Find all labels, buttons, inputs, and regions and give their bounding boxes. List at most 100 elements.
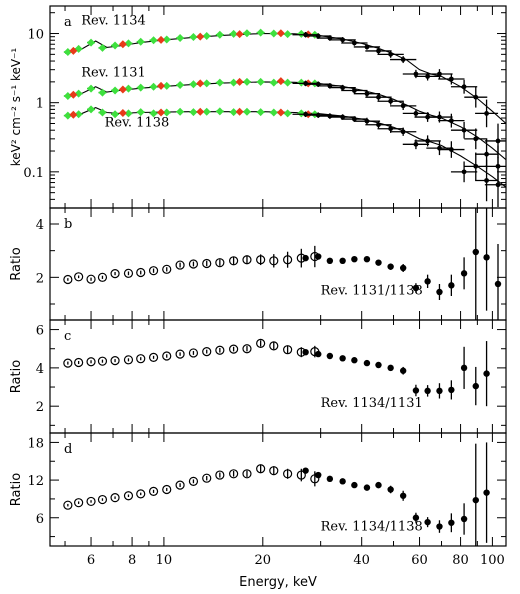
ratio-open-point (86, 274, 96, 284)
red-point (69, 90, 78, 99)
ratio-open-point (110, 356, 120, 366)
ratio-filled-point (412, 514, 420, 521)
green-point (87, 84, 96, 93)
ratio-open-point (283, 469, 293, 479)
y-axis-title: Ratio (9, 360, 24, 393)
x-tick-label: 60 (411, 553, 428, 568)
ratio-filled-point (315, 253, 322, 260)
ratio-filled-point (483, 489, 490, 496)
green-point (202, 32, 211, 41)
green-point (297, 109, 306, 118)
ratio-filled-point (424, 278, 431, 285)
series-label: Rev. 1131 (81, 65, 146, 80)
ratio-filled-point (363, 256, 371, 263)
black-point (425, 138, 431, 144)
red-point (276, 108, 285, 117)
ratio-open-point (188, 476, 199, 486)
series-rev-1134 (63, 28, 506, 159)
green-point (111, 86, 120, 95)
red-point (69, 110, 78, 119)
ratio-open-point (63, 274, 73, 285)
ratio-open-point (136, 489, 146, 499)
green-point (202, 107, 211, 116)
green-point (269, 78, 278, 87)
ratio-open-point (215, 258, 225, 268)
green-point (176, 34, 185, 43)
black-point (437, 71, 442, 77)
ratio-filled-point (326, 475, 334, 483)
ratio-open-point (162, 264, 172, 274)
black-point (448, 118, 454, 124)
ratio-open-point (148, 486, 159, 496)
ratio-filled-point (339, 355, 346, 362)
ratio-filled-point (436, 387, 443, 395)
black-point (448, 147, 454, 152)
x-tick-label: 6 (87, 553, 95, 568)
y-tick-label: 0.1 (23, 166, 44, 181)
green-point (215, 78, 224, 87)
ratio-open-point (269, 466, 279, 476)
green-point (242, 77, 251, 86)
green-point (111, 41, 120, 50)
black-point (315, 33, 321, 39)
red-point (118, 40, 127, 49)
black-point (388, 126, 394, 132)
ratio-open-point (136, 267, 146, 278)
ratio-filled-point (424, 387, 431, 395)
y-tick-label: 6 (36, 324, 44, 339)
panel-letter: a (64, 15, 72, 30)
panel-frame (49, 319, 507, 434)
black-point (437, 114, 442, 120)
x-tick-label: 8 (128, 553, 136, 568)
x-tick-label: 100 (480, 553, 505, 568)
ratio-filled-point (399, 367, 407, 374)
red-point (157, 81, 166, 90)
ratio-open-point (242, 344, 252, 354)
ratio-open-point (123, 268, 134, 278)
red-point (69, 46, 78, 55)
ratio-open-point (269, 341, 279, 351)
ratio-filled-point (436, 288, 443, 296)
ratio-filled-point (351, 256, 358, 263)
black-point (461, 127, 467, 133)
ratio-open-point (162, 351, 172, 361)
ratio-filled-point (302, 254, 309, 262)
ratio-filled-point (494, 280, 502, 288)
green-point (283, 109, 292, 118)
ratio-open-point (74, 357, 84, 368)
black-point (364, 118, 370, 124)
x-tick-label: 20 (255, 553, 272, 568)
black-point (340, 37, 346, 43)
ratio-open-point (175, 260, 185, 270)
green-point (215, 107, 224, 116)
ratio-open-point (202, 347, 212, 357)
black-point (303, 81, 309, 86)
ratio-filled-point (412, 284, 420, 292)
green-point (256, 108, 265, 117)
green-point (242, 107, 251, 116)
ratio-filled-point (302, 467, 309, 474)
ratio-filled-point (436, 523, 443, 530)
red-point (196, 107, 205, 116)
red-point (276, 29, 285, 38)
panel-frame (49, 207, 507, 321)
ratio-open-point (229, 256, 239, 266)
ratio-filled-point (472, 382, 479, 390)
ratio-open-point (256, 338, 266, 348)
red-point (118, 85, 127, 94)
ratio-open-point (123, 491, 134, 501)
red-point (118, 108, 127, 117)
black-point (388, 98, 394, 104)
green-point (269, 108, 278, 117)
black-point (495, 138, 501, 144)
black-point (448, 76, 454, 82)
ratio-filled-point (424, 518, 431, 526)
ratio-filled-point (472, 248, 479, 256)
panel-d: 6 12 18 d Ratio Rev. 1134/1138 (9, 432, 507, 547)
green-point (87, 38, 96, 47)
ratio-open-point (97, 494, 108, 505)
green-point (162, 108, 171, 117)
black-point (400, 129, 406, 135)
ratio-filled-point (339, 478, 346, 485)
